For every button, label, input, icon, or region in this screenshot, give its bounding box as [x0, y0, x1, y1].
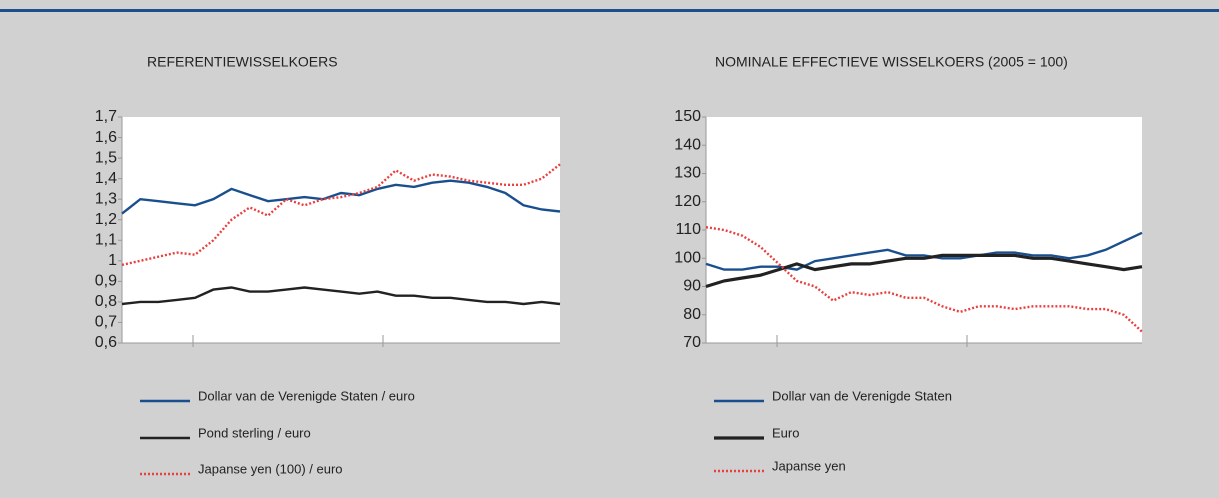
y-tick-label: 1,2	[95, 211, 117, 228]
y-tick-label: 70	[683, 334, 701, 351]
series-line	[705, 226, 1143, 333]
chart-title: NOMINALE EFFECTIEVE WISSELKOERS (2005 = …	[715, 54, 1068, 70]
y-tick-label: 100	[674, 249, 701, 266]
y-tick-label: 150	[674, 108, 701, 125]
y-tick-label: 110	[675, 221, 701, 238]
chart-title: REFERENTIEWISSELKOERS	[147, 54, 338, 70]
y-tick-label: 1,7	[95, 108, 117, 125]
y-tick-label: 1,1	[95, 231, 117, 248]
y-tick-label: 0,9	[95, 273, 117, 290]
legend-label: Pond sterling / euro	[198, 425, 311, 440]
plot-area	[122, 117, 560, 343]
y-tick-label: 1,6	[95, 129, 117, 146]
legend-label: Japanse yen	[772, 458, 846, 473]
series-line	[121, 179, 561, 215]
y-tick-label: 120	[674, 193, 701, 210]
y-tick-label: 90	[683, 278, 701, 295]
y-tick-label: 0,8	[95, 293, 117, 310]
legend-label: Japanse yen (100) / euro	[198, 461, 343, 476]
series-line	[705, 231, 1143, 271]
y-tick-label: 1,5	[95, 149, 117, 166]
y-tick-label: 0,7	[95, 314, 117, 331]
series-line	[121, 286, 561, 306]
plot-area	[706, 117, 1142, 343]
y-tick-label: 140	[674, 136, 701, 153]
series-line	[121, 163, 561, 267]
legend-label: Dollar van de Verenigde Staten	[772, 388, 952, 403]
legend-label: Euro	[772, 425, 799, 440]
y-tick-label: 80	[683, 306, 701, 323]
y-tick-label: 1,3	[95, 190, 117, 207]
y-tick-label: 0,6	[95, 334, 117, 351]
y-tick-label: 130	[674, 165, 701, 182]
y-tick-label: 1,4	[95, 170, 117, 187]
y-tick-label: 1	[108, 252, 117, 269]
series-line	[705, 253, 1143, 289]
legend-label: Dollar van de Verenigde Staten / euro	[198, 388, 415, 403]
top-rule	[0, 9, 1219, 12]
